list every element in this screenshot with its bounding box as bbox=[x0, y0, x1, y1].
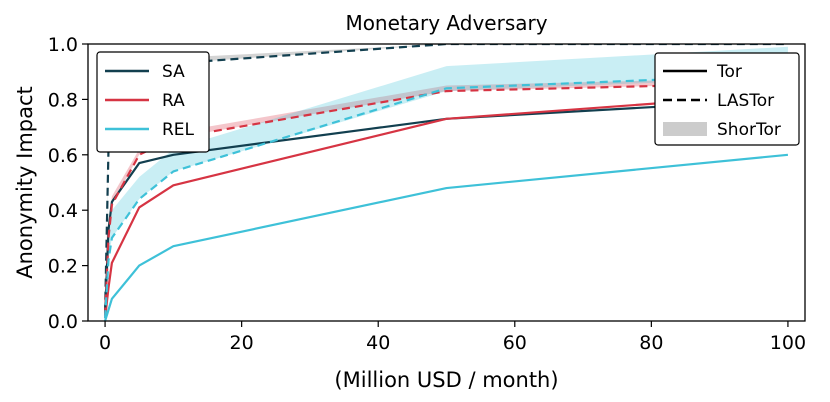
x-tick-label: 40 bbox=[366, 332, 390, 354]
x-tick-label: 20 bbox=[230, 332, 254, 354]
y-tick-label: 0.2 bbox=[48, 256, 78, 278]
legend-protocol: Tor LASTor ShorTor bbox=[654, 52, 800, 146]
y-tick-label: 0.4 bbox=[48, 200, 78, 222]
line-lastor-ra bbox=[103, 81, 788, 316]
legend-adversary: SA RA REL bbox=[96, 51, 210, 153]
legend-swatch-shortor bbox=[663, 122, 707, 136]
y-tick-label: 0.8 bbox=[48, 89, 78, 111]
x-tick-label: 0 bbox=[99, 332, 111, 354]
y-tick-label: 0.6 bbox=[48, 145, 78, 167]
y-tick-label: 1.0 bbox=[48, 34, 78, 56]
legend-adversary-box bbox=[96, 51, 210, 153]
line-lastor-rel bbox=[103, 73, 788, 319]
legend-label-sa: SA bbox=[162, 62, 185, 82]
line-tor-rel bbox=[104, 153, 789, 321]
x-tick-label: 60 bbox=[503, 332, 527, 354]
y-axis-title: Anonymity Impact bbox=[13, 86, 37, 279]
line-tor-ra bbox=[103, 92, 789, 319]
x-tick-label: 80 bbox=[639, 332, 663, 354]
y-tick-label: 0.0 bbox=[48, 311, 78, 333]
legend-label-tor: Tor bbox=[716, 62, 742, 82]
x-axis-title: (Million USD / month) bbox=[334, 368, 558, 392]
plot-frame bbox=[87, 43, 806, 322]
legend-label-ra: RA bbox=[162, 91, 185, 111]
legend-label-rel: REL bbox=[162, 120, 195, 140]
legend-label-shortor: ShorTor bbox=[717, 120, 781, 140]
x-tick-label: 100 bbox=[770, 332, 806, 354]
chart-title: Monetary Adversary bbox=[345, 11, 547, 35]
legend-label-lastor: LASTor bbox=[717, 91, 774, 111]
